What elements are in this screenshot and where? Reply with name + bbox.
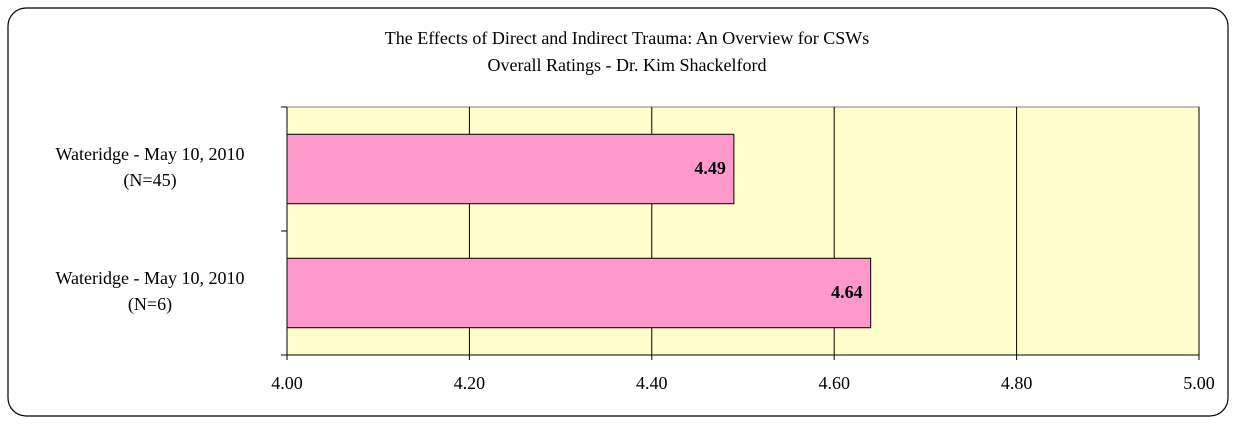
x-tick-label: 4.00 xyxy=(271,373,303,393)
x-tick-label: 4.60 xyxy=(818,373,850,393)
x-tick-label: 4.80 xyxy=(1001,373,1033,393)
y-tick-label-line: (N=45) xyxy=(123,170,176,191)
y-tick-label-line: Wateridge - May 10, 2010 xyxy=(56,268,245,288)
x-tick-label: 4.20 xyxy=(454,373,486,393)
y-tick-label: Wateridge - May 10, 2010 (N=45) xyxy=(56,144,245,191)
x-tick-label: 4.40 xyxy=(636,373,668,393)
y-tick-label: Wateridge - May 10, 2010 (N=6) xyxy=(56,268,245,315)
bar xyxy=(286,133,735,205)
y-tick-label-line: (N=6) xyxy=(128,294,172,315)
x-tick-label: 5.00 xyxy=(1183,373,1215,393)
y-tick-label-line: Wateridge - May 10, 2010 xyxy=(56,144,245,164)
bar xyxy=(286,257,872,329)
data-label: 4.49 xyxy=(694,158,726,178)
chart-subtitle: Overall Ratings - Dr. Kim Shackelford xyxy=(488,55,767,75)
chart-title: The Effects of Direct and Indirect Traum… xyxy=(385,28,870,48)
data-label: 4.64 xyxy=(831,282,863,302)
